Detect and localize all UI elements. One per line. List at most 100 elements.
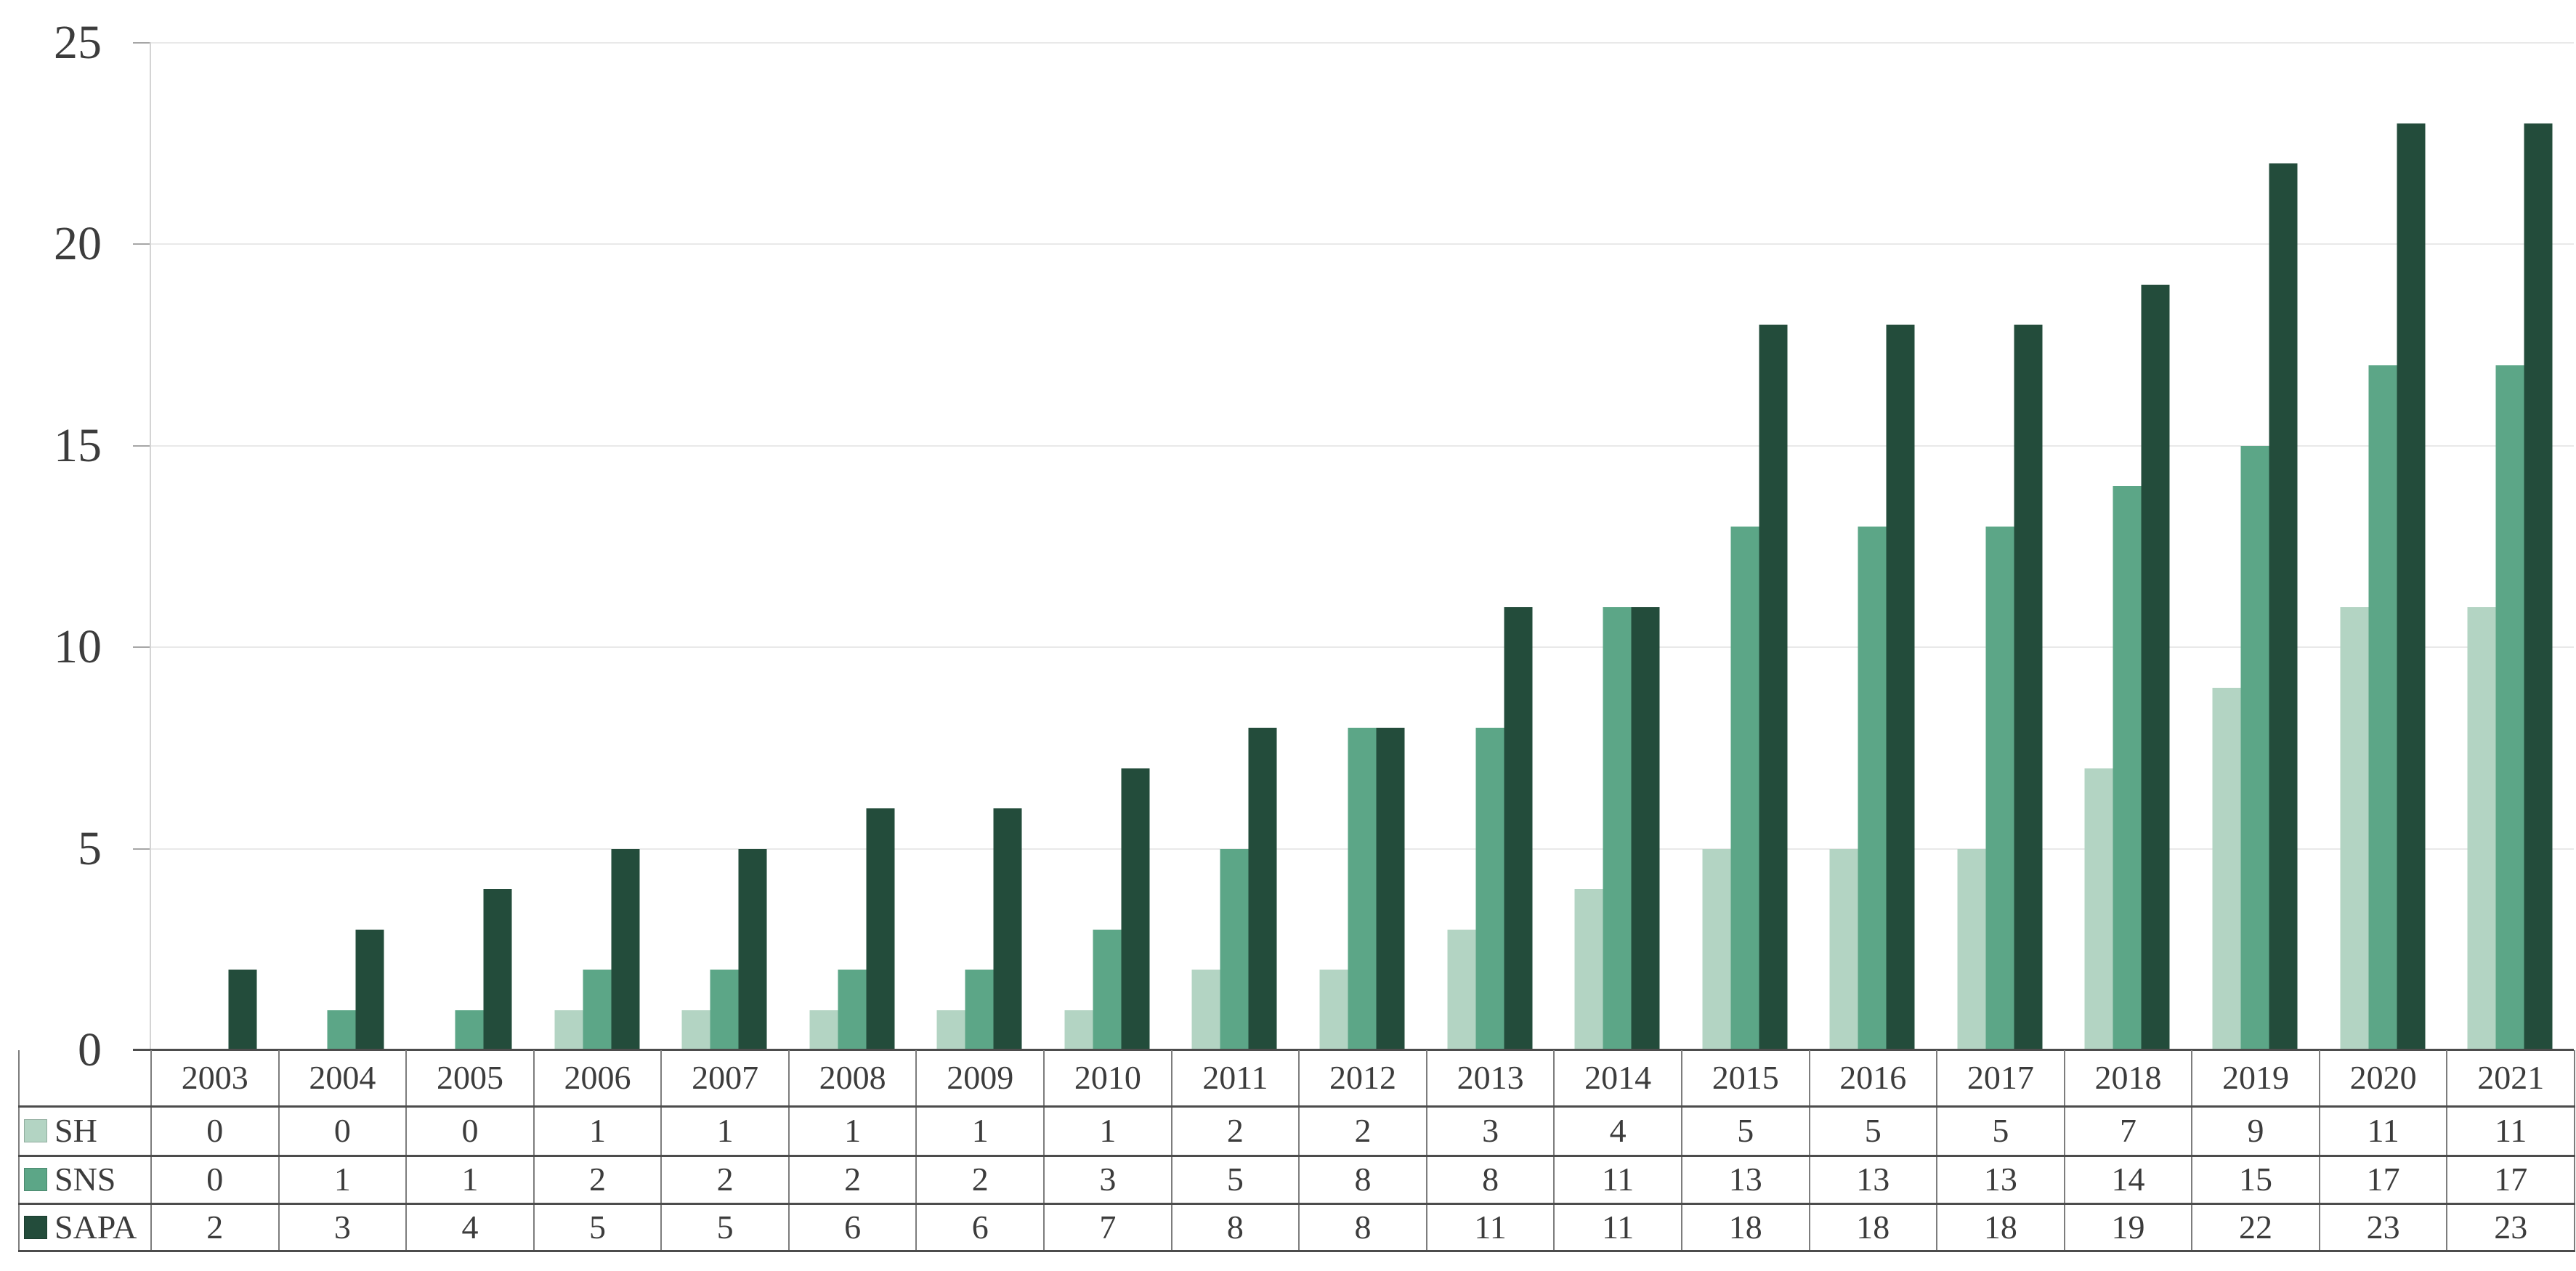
category-column-2020	[2319, 42, 2447, 1050]
category-column-2013	[1426, 42, 1554, 1050]
value-cell-sapa-2009: 6	[915, 1202, 1045, 1252]
year-cell-2011: 2011	[1170, 1050, 1300, 1108]
bar-group-2013	[1447, 607, 1533, 1050]
bar-group-2005	[426, 889, 512, 1050]
category-column-2012	[1298, 42, 1426, 1050]
gridline-20	[150, 243, 2574, 245]
value-cell-sns-2005: 1	[405, 1154, 535, 1205]
bar-sapa-2018	[2141, 285, 2170, 1050]
bar-sh-2011	[1191, 970, 1220, 1050]
bar-sapa-2005	[483, 889, 512, 1050]
bar-sapa-2013	[1504, 607, 1533, 1050]
value-cell-sapa-2013: 11	[1425, 1202, 1555, 1252]
bar-sns-2007	[710, 970, 739, 1050]
bar-group-2006	[554, 849, 640, 1050]
bar-sh-2016	[1829, 849, 1858, 1050]
bar-group-2011	[1191, 728, 1277, 1050]
value-cell-sh-2013: 3	[1425, 1105, 1555, 1157]
value-cell-sh-2021: 11	[2446, 1105, 2575, 1157]
value-cell-sh-2004: 0	[278, 1105, 408, 1157]
bar-group-2016	[1829, 325, 1915, 1050]
bar-sapa-2021	[2524, 123, 2553, 1050]
y-axis-tick-20	[133, 243, 150, 245]
value-cell-sns-2011: 5	[1170, 1154, 1300, 1205]
category-column-2021	[2446, 42, 2574, 1050]
year-cell-2003: 2003	[150, 1050, 280, 1108]
category-column-2008	[788, 42, 916, 1050]
legend-label-sapa: SAPA	[54, 1208, 137, 1246]
year-cell-2014: 2014	[1553, 1050, 1682, 1108]
value-cell-sapa-2007: 5	[660, 1202, 790, 1252]
value-cell-sapa-2016: 18	[1808, 1202, 1938, 1252]
bar-group-2010	[1064, 768, 1150, 1050]
legend-label-sh: SH	[54, 1112, 97, 1149]
bar-sapa-2003	[228, 970, 257, 1050]
year-cell-2007: 2007	[660, 1050, 790, 1108]
bar-sns-2005	[455, 1010, 484, 1050]
y-axis-tick-25	[133, 42, 150, 44]
year-cell-2020: 2020	[2318, 1050, 2448, 1108]
bar-sh-2006	[554, 1010, 583, 1050]
bar-sns-2009	[965, 970, 994, 1050]
bar-sapa-2014	[1631, 607, 1660, 1050]
bar-group-2003	[171, 970, 257, 1050]
category-column-2006	[533, 42, 661, 1050]
table-row-years: 2003 2004 2005 2006 2007 2008 2009 2010 2011 2012…	[18, 1050, 2575, 1108]
value-cell-sns-2020: 17	[2318, 1154, 2448, 1205]
bar-sapa-2016	[1886, 325, 1915, 1050]
value-cell-sns-2004: 1	[278, 1154, 408, 1205]
value-cell-sapa-2015: 18	[1680, 1202, 1810, 1252]
value-cell-sapa-2012: 8	[1298, 1202, 1427, 1252]
bar-sh-2018	[2084, 768, 2113, 1050]
value-cell-sns-2008: 2	[787, 1154, 918, 1205]
bar-sh-2017	[1957, 849, 1986, 1050]
value-cell-sh-2018: 7	[2063, 1105, 2193, 1157]
bar-sns-2006	[583, 970, 612, 1050]
value-cell-sapa-2014: 11	[1553, 1202, 1682, 1252]
y-axis-line	[150, 42, 151, 1050]
bar-sapa-2004	[355, 930, 384, 1050]
year-cell-2018: 2018	[2063, 1050, 2193, 1108]
year-cell-2015: 2015	[1680, 1050, 1810, 1108]
value-cell-sns-2014: 11	[1553, 1154, 1682, 1205]
bar-sh-2010	[1064, 1010, 1093, 1050]
bar-sh-2009	[936, 1010, 965, 1050]
bar-sns-2019	[2240, 446, 2269, 1050]
value-cell-sh-2012: 2	[1298, 1105, 1427, 1157]
table-row-sns: SNS 0 1 1 2 2 2 2 3 5 8 8 11 13 13 13 14 15 17 17	[18, 1154, 2575, 1205]
bar-sns-2014	[1603, 607, 1632, 1050]
value-cell-sapa-2021: 23	[2446, 1202, 2575, 1252]
legend-swatch-sapa-icon	[24, 1215, 47, 1239]
bar-group-2007	[681, 849, 767, 1050]
bar-sapa-2019	[2269, 163, 2298, 1050]
value-cell-sns-2009: 2	[915, 1154, 1045, 1205]
year-cell-2004: 2004	[278, 1050, 408, 1108]
value-cell-sapa-2003: 2	[150, 1202, 280, 1252]
bar-sns-2015	[1730, 527, 1759, 1050]
bar-sh-2014	[1574, 889, 1603, 1050]
bar-sapa-2010	[1121, 768, 1150, 1050]
value-cell-sns-2016: 13	[1808, 1154, 1938, 1205]
bar-group-2019	[2212, 163, 2298, 1050]
bar-sapa-2017	[2014, 325, 2043, 1050]
value-cell-sapa-2017: 18	[1936, 1202, 2065, 1252]
legend-cell-sns: SNS	[18, 1154, 152, 1205]
value-cell-sh-2003: 0	[150, 1105, 280, 1157]
bar-group-2017	[1957, 325, 2043, 1050]
category-column-2005	[405, 42, 533, 1050]
year-cell-2005: 2005	[405, 1050, 535, 1108]
category-column-2007	[660, 42, 788, 1050]
bar-sapa-2009	[993, 808, 1022, 1050]
bar-sns-2010	[1093, 930, 1122, 1050]
bar-sns-2011	[1220, 849, 1249, 1050]
table-row-sapa: SAPA 2 3 4 5 5 6 6 7 8 8 11 11 18 18 18 19 22 23 23	[18, 1202, 2575, 1252]
category-column-2015	[1681, 42, 1809, 1050]
y-axis-label-10: 10	[54, 620, 102, 674]
value-cell-sapa-2019: 22	[2191, 1202, 2320, 1252]
value-cell-sns-2018: 14	[2063, 1154, 2193, 1205]
table-row-sh: SH 0 0 0 1 1 1 1 1 2 2 3 4 5 5 5 7 9 11 11	[18, 1105, 2575, 1157]
y-axis-label-25: 25	[54, 16, 102, 69]
value-cell-sh-2017: 5	[1936, 1105, 2065, 1157]
bar-sh-2021	[2467, 607, 2496, 1050]
value-cell-sns-2010: 3	[1043, 1154, 1172, 1205]
